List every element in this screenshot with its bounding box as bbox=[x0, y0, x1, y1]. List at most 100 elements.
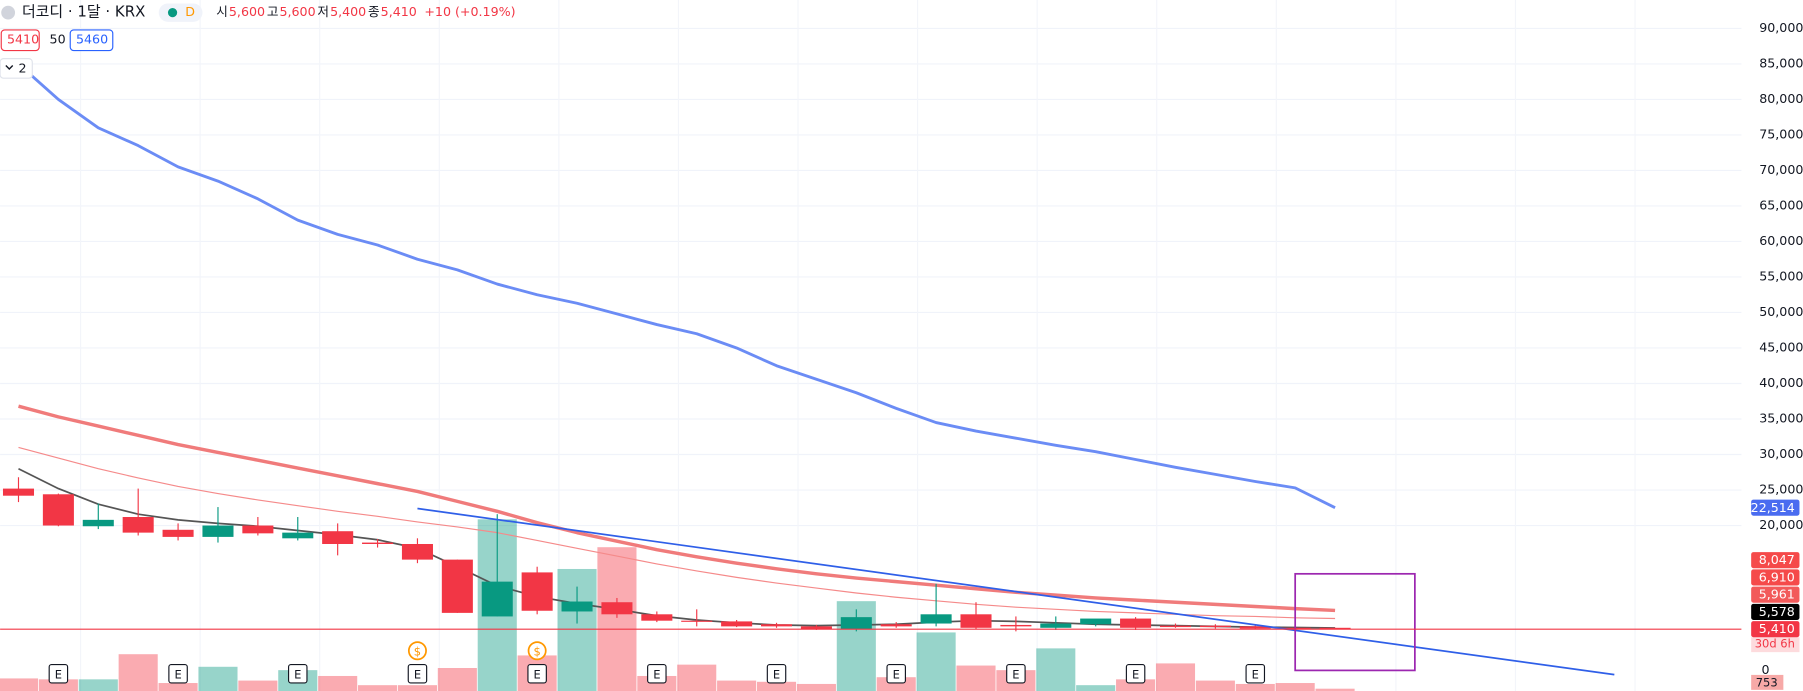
candle bbox=[521, 566, 553, 615]
earnings-label: E bbox=[294, 667, 301, 681]
ohlc-label: 시 bbox=[216, 4, 228, 19]
y-tick-label: 50,000 bbox=[1759, 304, 1803, 319]
candle bbox=[122, 488, 154, 536]
price-tag-label: 8,047 bbox=[1759, 552, 1795, 567]
candle-body bbox=[601, 602, 633, 615]
volume-bar bbox=[78, 679, 118, 691]
symbol-title: 더코디 · 1달 · KRX bbox=[22, 3, 145, 21]
earnings-marker bbox=[407, 663, 428, 684]
earnings-marker bbox=[647, 663, 667, 684]
volume-bar bbox=[437, 668, 477, 691]
candle bbox=[242, 517, 274, 536]
volume-tag-label: 753 bbox=[1756, 675, 1778, 689]
y-tick-label: 80,000 bbox=[1759, 91, 1803, 106]
candle-body bbox=[561, 601, 593, 612]
indicators bbox=[17, 62, 1336, 629]
candle bbox=[641, 611, 673, 623]
price-tag-label: 5,578 bbox=[1759, 604, 1795, 619]
y-tick-label: 40,000 bbox=[1759, 375, 1803, 390]
candle bbox=[601, 597, 633, 618]
indicator-value: 50 bbox=[50, 32, 66, 47]
volume-bar bbox=[717, 680, 757, 691]
earnings-marker bbox=[1006, 663, 1026, 684]
candle bbox=[1199, 624, 1231, 629]
collapse-button[interactable] bbox=[0, 58, 33, 79]
candle bbox=[880, 622, 912, 628]
candle bbox=[202, 507, 234, 543]
volume-bar bbox=[796, 683, 836, 691]
earnings-marker bbox=[527, 663, 547, 684]
candle-body bbox=[1199, 625, 1231, 628]
y-tick-label: 55,000 bbox=[1759, 268, 1803, 283]
earnings-label: E bbox=[55, 667, 62, 681]
volume-bar bbox=[677, 664, 717, 691]
earnings-label: E bbox=[174, 667, 181, 681]
indicator-value: 5410 bbox=[7, 32, 39, 47]
y-tick-label: 90,000 bbox=[1759, 20, 1803, 35]
candle-body bbox=[761, 624, 793, 627]
rectangle-drawing bbox=[1294, 572, 1416, 672]
candle bbox=[441, 559, 473, 613]
volume-bar bbox=[358, 685, 398, 691]
volume-bar bbox=[916, 632, 956, 691]
candle-body bbox=[322, 531, 354, 544]
volume-tick-label: 0 bbox=[1762, 662, 1770, 677]
ohlc-label: 고 bbox=[267, 4, 279, 19]
candle bbox=[561, 586, 593, 624]
status-dot bbox=[167, 8, 178, 18]
ohlc-value: 5,400 bbox=[330, 4, 366, 19]
candle bbox=[1159, 623, 1192, 628]
symbol-icon bbox=[1, 5, 16, 20]
earnings-label: E bbox=[653, 667, 660, 681]
y-tick-label: 25,000 bbox=[1759, 482, 1803, 497]
candle-body bbox=[481, 581, 513, 617]
candle bbox=[960, 602, 992, 630]
candle bbox=[2, 477, 35, 503]
countdown: 30d 6h bbox=[1755, 637, 1795, 651]
volume-tag bbox=[1751, 674, 1784, 690]
chevron bbox=[5, 65, 14, 70]
y-tick-label: 35,000 bbox=[1759, 411, 1803, 426]
candle bbox=[761, 622, 793, 628]
ohlc-value: 5,600 bbox=[229, 4, 265, 19]
price-tag-label: 22,514 bbox=[1751, 500, 1795, 515]
ohlc-label: 종 bbox=[368, 4, 380, 19]
candle bbox=[681, 609, 713, 627]
candle-body bbox=[800, 626, 832, 630]
earnings-marker bbox=[1245, 663, 1266, 684]
candle-body bbox=[242, 525, 274, 534]
candle-body bbox=[1080, 618, 1112, 625]
earnings-label: E bbox=[534, 667, 541, 681]
overlays: E E E E E E E E E E E $ $ bbox=[0, 507, 1742, 684]
candle-body bbox=[282, 532, 314, 539]
price-tag bbox=[1751, 499, 1800, 516]
candle-body bbox=[162, 529, 194, 537]
volume-bar bbox=[1195, 680, 1235, 691]
candle bbox=[362, 539, 394, 548]
header: 더코디 · 1달 · KRX D +10 (+0.19%) 5410 50 54… bbox=[0, 3, 516, 79]
volume-bar bbox=[318, 675, 358, 691]
candle bbox=[401, 538, 433, 564]
price-tag bbox=[1751, 552, 1800, 569]
price-tag-label: 5,410 bbox=[1759, 621, 1795, 636]
moving-average bbox=[18, 404, 1336, 613]
candle bbox=[322, 523, 354, 556]
moving-average bbox=[18, 446, 1336, 620]
y-tick-label: 65,000 bbox=[1759, 197, 1803, 212]
candle-body bbox=[1000, 624, 1032, 627]
candle-body bbox=[641, 614, 673, 621]
candle-body bbox=[362, 542, 394, 544]
earnings-label: E bbox=[1012, 667, 1019, 681]
y-tick-label: 70,000 bbox=[1759, 162, 1803, 177]
volume-bar bbox=[1076, 685, 1116, 691]
price-tag bbox=[1751, 586, 1800, 603]
candle-body bbox=[441, 559, 473, 613]
volume-bar bbox=[1155, 663, 1196, 691]
indicator-value: 5460 bbox=[76, 32, 108, 47]
volume-bar bbox=[956, 665, 996, 691]
y-tick-label: 30,000 bbox=[1759, 446, 1803, 461]
dividend-label: $ bbox=[414, 644, 421, 658]
candle-body bbox=[721, 621, 753, 627]
candle bbox=[42, 493, 74, 527]
volume-bar bbox=[158, 683, 198, 691]
